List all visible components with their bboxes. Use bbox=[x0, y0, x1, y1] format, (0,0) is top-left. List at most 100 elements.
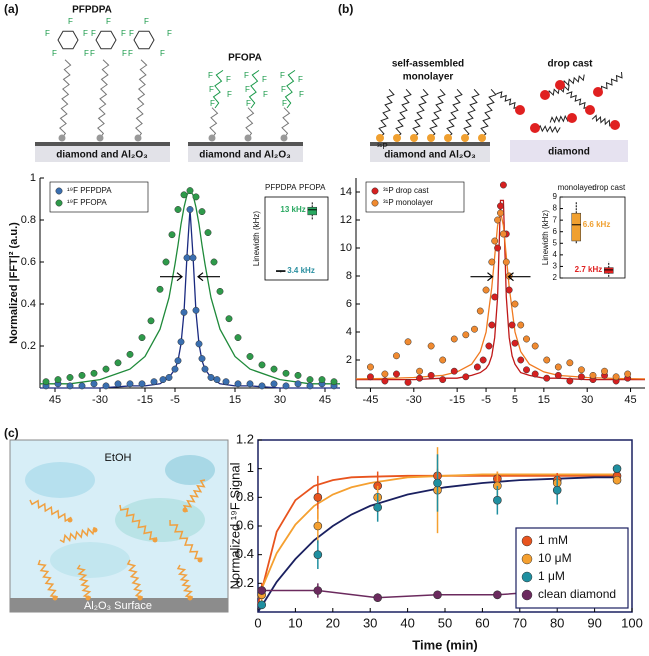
surface-label: Al₂O₃ Surface bbox=[84, 600, 152, 612]
data-point bbox=[318, 376, 326, 384]
panel-label: (b) bbox=[338, 2, 353, 16]
legend-label: ¹⁹F PFOPA bbox=[67, 198, 107, 207]
data-point bbox=[195, 340, 203, 348]
y-tick-label: 10 bbox=[340, 242, 352, 254]
phosphonate bbox=[182, 507, 188, 513]
y-tick-label: 14 bbox=[340, 186, 352, 198]
molecule bbox=[76, 564, 92, 599]
phosphonate bbox=[461, 134, 469, 142]
data-point bbox=[138, 334, 146, 342]
data-point bbox=[168, 231, 176, 239]
legend-swatch bbox=[55, 187, 63, 195]
data-point bbox=[577, 366, 585, 374]
atom-label: F bbox=[160, 49, 165, 58]
x-tick-label: -5 bbox=[481, 394, 491, 406]
y-tick-label: 8 bbox=[346, 270, 352, 282]
data-point bbox=[78, 382, 86, 390]
molecule bbox=[126, 559, 144, 598]
panel-label: (a) bbox=[4, 2, 19, 16]
y-tick-label: 6 bbox=[346, 298, 352, 310]
phosphonate bbox=[92, 527, 98, 533]
substrate bbox=[35, 146, 170, 162]
data-point bbox=[497, 202, 504, 210]
x-tick-label: 5 bbox=[512, 394, 518, 406]
data-point bbox=[494, 216, 502, 224]
solvent-blob bbox=[165, 455, 215, 485]
phosphonate bbox=[280, 134, 288, 142]
molecule bbox=[176, 564, 194, 598]
y-tick-label: 4 bbox=[346, 326, 352, 338]
phosphonate bbox=[134, 134, 142, 142]
data-point bbox=[462, 331, 470, 339]
data-point bbox=[612, 373, 620, 381]
data-point bbox=[505, 286, 513, 294]
category-label: PFPDPA bbox=[265, 183, 297, 192]
data-point bbox=[150, 378, 158, 386]
data-point bbox=[162, 258, 170, 266]
alkyl-chain bbox=[97, 59, 110, 139]
legend-swatch bbox=[521, 553, 533, 565]
data-point bbox=[476, 307, 484, 315]
phosphonate bbox=[85, 595, 91, 601]
data-point bbox=[612, 475, 622, 485]
y-axis-label: Linewidth (kHz) bbox=[541, 210, 550, 265]
alkyl-chain bbox=[597, 71, 623, 93]
data-point bbox=[126, 350, 134, 358]
x-tick-label: 80 bbox=[550, 615, 564, 630]
phosphonate bbox=[515, 105, 525, 115]
y-tick-label: 3 bbox=[553, 262, 558, 271]
phosphonate bbox=[478, 134, 486, 142]
data-point bbox=[473, 363, 481, 371]
phosphonate bbox=[410, 134, 418, 142]
legend-label: ³¹P monolayer bbox=[383, 198, 433, 207]
atom-label: F bbox=[246, 99, 251, 108]
data-point bbox=[471, 325, 478, 333]
y-axis-label: Normalized ¹⁹F Signal bbox=[227, 462, 242, 589]
x-tick-label: 40 bbox=[400, 615, 414, 630]
data-point bbox=[174, 357, 182, 365]
substrate bbox=[370, 146, 490, 162]
x-tick-label: 30 bbox=[274, 394, 286, 406]
atom-label: F bbox=[91, 29, 96, 38]
surface-layer bbox=[370, 142, 490, 146]
data-point bbox=[416, 374, 424, 382]
phosphonate bbox=[540, 90, 550, 100]
phosphonate bbox=[96, 134, 104, 142]
data-point bbox=[54, 376, 62, 384]
phosphonate bbox=[567, 113, 577, 123]
atom-label: F bbox=[282, 99, 287, 108]
data-point bbox=[210, 258, 218, 266]
data-point bbox=[90, 369, 98, 377]
y-tick-label: 0.6 bbox=[236, 517, 254, 532]
legend-box bbox=[365, 181, 465, 213]
data-point bbox=[499, 181, 507, 189]
data-point bbox=[393, 370, 400, 378]
data-point bbox=[589, 371, 597, 379]
data-point bbox=[180, 308, 188, 316]
data-point bbox=[612, 464, 622, 473]
data-point bbox=[433, 590, 442, 600]
data-point bbox=[439, 356, 447, 364]
x-tick-label: -45 bbox=[362, 394, 378, 406]
data-point bbox=[330, 378, 338, 386]
data-point bbox=[404, 338, 412, 346]
data-point bbox=[543, 374, 551, 382]
substrate-label: diamond and Al₂O₃ bbox=[56, 150, 148, 161]
aromatic-ring bbox=[95, 30, 117, 50]
phosphonate bbox=[610, 120, 620, 130]
x-tick-label: 100 bbox=[621, 615, 643, 630]
data-point bbox=[497, 209, 504, 217]
fluoro-chain bbox=[284, 69, 296, 109]
data-point bbox=[439, 376, 447, 384]
atom-label: F bbox=[122, 49, 127, 58]
schematic-label: drop cast bbox=[547, 59, 593, 70]
atom-label: F bbox=[227, 90, 232, 99]
data-point bbox=[404, 378, 412, 386]
phosphonate bbox=[244, 134, 252, 142]
molecule bbox=[29, 499, 72, 523]
legend-swatch bbox=[55, 199, 63, 207]
x-tick-label: 30 bbox=[581, 394, 593, 406]
atom-label: F bbox=[83, 29, 88, 38]
fit-curve bbox=[257, 474, 617, 606]
inset-frame bbox=[264, 196, 329, 281]
